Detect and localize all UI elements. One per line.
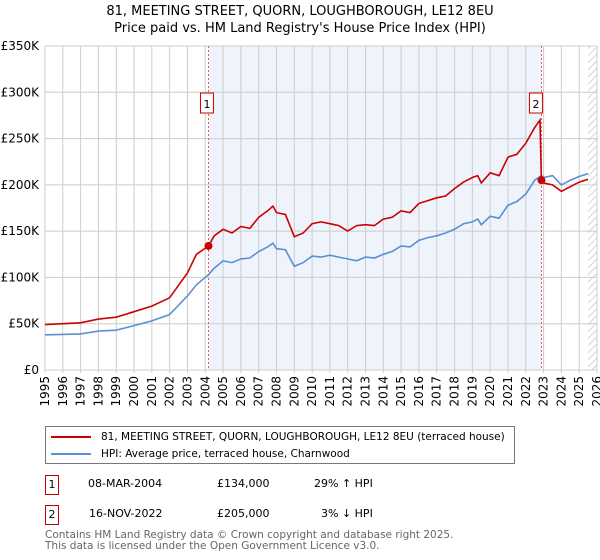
- legend-item-hpi: HPI: Average price, terraced house, Char…: [46, 446, 350, 462]
- transaction-row: 2 16-NOV-2022 £205,000 3% ↓ HPI: [45, 505, 545, 525]
- x-tick-label: 1995: [38, 376, 52, 407]
- transaction-date: 16-NOV-2022: [89, 507, 163, 520]
- legend-label-property: 81, MEETING STREET, QUORN, LOUGHBOROUGH,…: [101, 431, 505, 443]
- x-tick-label: 1998: [91, 376, 105, 407]
- sale-point: [537, 176, 546, 185]
- x-tick-label: 2006: [234, 376, 248, 407]
- x-tick-label: 2002: [163, 376, 177, 407]
- x-tick-label: 2007: [252, 376, 266, 407]
- sale-marker-label: 1: [203, 98, 210, 111]
- x-tick-label: 2022: [519, 376, 533, 407]
- transaction-date: 08-MAR-2004: [88, 477, 163, 490]
- forecast-hatch: [588, 46, 597, 370]
- legend-line-red: [51, 436, 91, 438]
- y-tick-label: £150K: [1, 224, 41, 238]
- shaded-region: [208, 46, 542, 370]
- x-tick-label: 2009: [287, 376, 301, 407]
- y-tick-label: £300K: [1, 85, 41, 99]
- x-tick-label: 2018: [448, 376, 462, 407]
- sale-marker-label: 2: [532, 98, 539, 111]
- chart-subtitle: Price paid vs. HM Land Registry's House …: [114, 21, 486, 36]
- x-tick-label: 2003: [180, 376, 194, 407]
- x-tick-label: 2020: [483, 376, 497, 407]
- transaction-price: £134,000: [217, 477, 270, 490]
- legend-line-blue: [51, 453, 91, 455]
- x-tick-label: 2008: [269, 376, 283, 407]
- sale-point: [204, 241, 213, 250]
- transaction-hpi: 29% ↑ HPI: [314, 477, 373, 490]
- transaction-price: £205,000: [217, 507, 270, 520]
- legend-item-property: 81, MEETING STREET, QUORN, LOUGHBOROUGH,…: [46, 429, 505, 445]
- x-tick-label: 2013: [359, 376, 373, 407]
- x-tick-label: 2017: [430, 376, 444, 407]
- x-tick-label: 2011: [323, 376, 337, 407]
- x-tick-label: 2004: [198, 376, 212, 407]
- x-tick-label: 2005: [216, 376, 230, 407]
- y-tick-label: £50K: [8, 317, 40, 331]
- y-tick-label: £200K: [1, 178, 41, 192]
- property-price-line: [44, 117, 589, 326]
- x-tick-label: 1996: [56, 376, 70, 407]
- sale-marker-box: [528, 92, 543, 114]
- footer: Contains HM Land Registry data © Crown c…: [45, 530, 453, 552]
- chart-title: 81, MEETING STREET, QUORN, LOUGHBOROUGH,…: [106, 4, 494, 19]
- footer-licence: This data is licensed under the Open Gov…: [45, 540, 380, 552]
- x-tick-label: 2026: [590, 376, 600, 407]
- transaction-marker: 1: [45, 475, 59, 495]
- hpi-line: [44, 172, 589, 336]
- transaction-row: 1 08-MAR-2004 £134,000 29% ↑ HPI: [45, 475, 545, 495]
- x-tick-label: 2025: [572, 376, 586, 407]
- x-tick-label: 2010: [305, 376, 319, 407]
- x-tick-label: 2014: [376, 376, 390, 407]
- x-tick-label: 2012: [341, 376, 355, 407]
- x-tick-label: 2000: [127, 376, 141, 407]
- x-tick-label: 2021: [501, 376, 515, 407]
- price-chart: 1995 1996 1997 1998 1999 2000 2001 2002 2003 2004…: [1, 39, 600, 407]
- transaction-marker: 2: [45, 505, 59, 525]
- y-tick-label: £350K: [1, 39, 41, 53]
- x-tick-label: 2023: [537, 376, 551, 407]
- x-tick-label: 1997: [74, 376, 88, 407]
- legend-label-hpi: HPI: Average price, terraced house, Char…: [101, 448, 350, 460]
- x-tick-label: 2001: [145, 376, 159, 407]
- x-tick-label: 2015: [394, 376, 408, 407]
- legend: 81, MEETING STREET, QUORN, LOUGHBOROUGH,…: [45, 426, 515, 464]
- sale-marker-box: [199, 92, 214, 114]
- x-tick-label: 1999: [109, 376, 123, 407]
- y-tick-label: £250K: [1, 132, 41, 146]
- x-tick-label: 2019: [465, 376, 479, 407]
- footer-copyright: Contains HM Land Registry data © Crown c…: [45, 529, 454, 541]
- y-tick-label: £0: [24, 363, 39, 377]
- y-tick-label: £100K: [1, 270, 41, 284]
- x-tick-label: 2016: [412, 376, 426, 407]
- transaction-hpi: 3% ↓ HPI: [321, 507, 373, 520]
- x-tick-label: 2024: [554, 376, 568, 407]
